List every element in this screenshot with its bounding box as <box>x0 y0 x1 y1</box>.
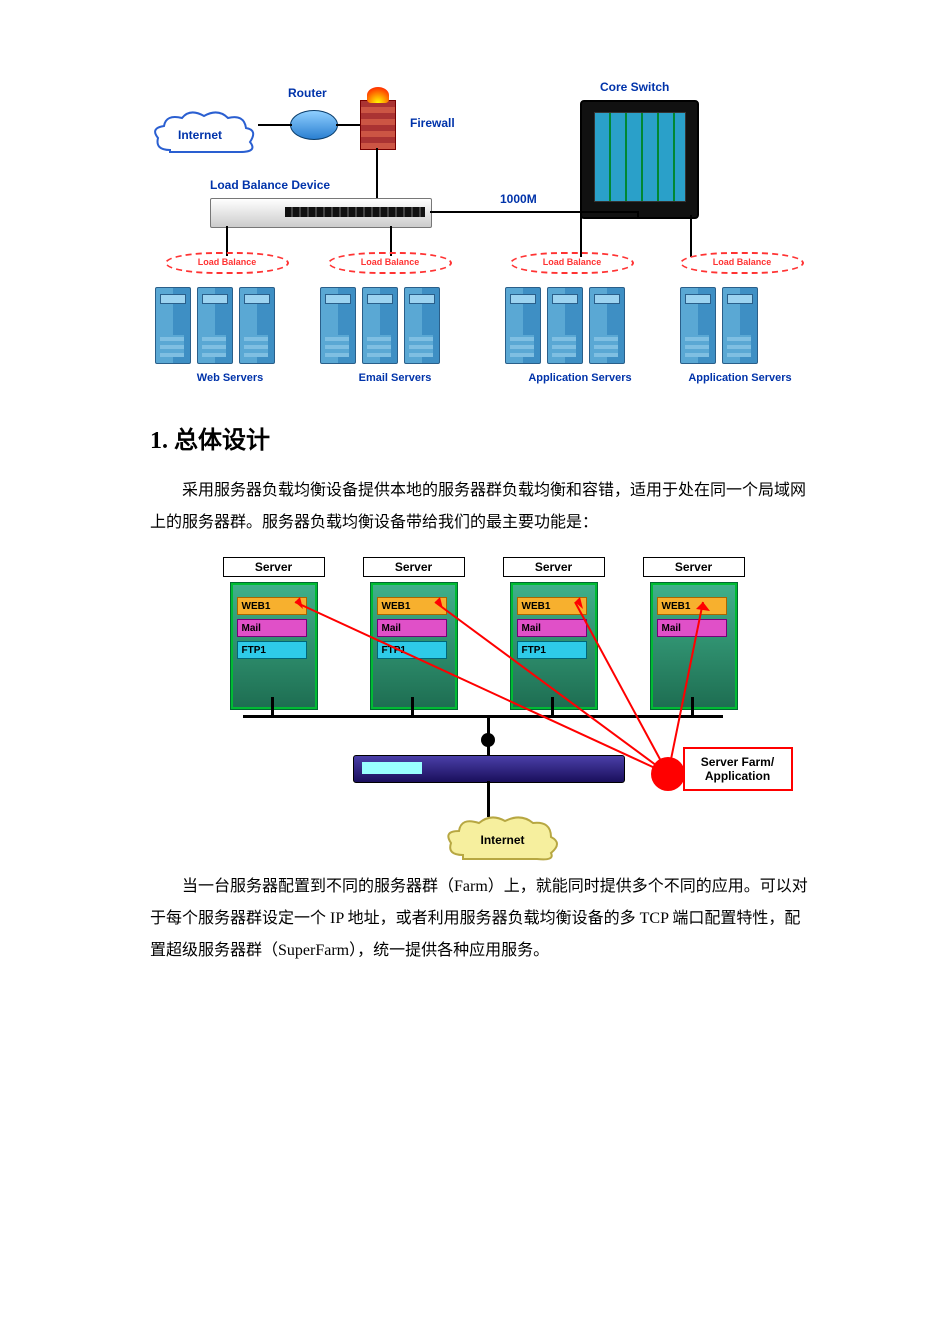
farm-hub-dot <box>651 757 685 791</box>
server-icon <box>589 287 625 364</box>
conn <box>376 148 378 198</box>
router-icon <box>290 110 338 140</box>
server-group: Web Servers <box>155 287 305 362</box>
internet-cloud: Internet <box>150 110 260 165</box>
server-icon <box>680 287 716 364</box>
internet-label: Internet <box>443 815 563 865</box>
document-page: Internet Router Firewall Load Balance De… <box>0 0 945 1337</box>
conn <box>258 124 292 126</box>
server-icon <box>155 287 191 364</box>
server-group: Application Servers <box>680 287 800 362</box>
server-icon <box>362 287 398 364</box>
core-switch-icon <box>580 100 699 219</box>
lb-badge: Load Balance <box>165 252 289 274</box>
conn <box>336 124 360 126</box>
conn <box>578 211 638 213</box>
network-topology-diagram: Internet Router Firewall Load Balance De… <box>150 80 850 390</box>
lb-device-label: Load Balance Device <box>210 178 330 192</box>
farm-label: Server Farm/ Application <box>701 755 774 783</box>
server-icon <box>197 287 233 364</box>
server-icon <box>239 287 275 364</box>
server-farm-diagram: Server WEB1 Mail FTP1 Server WEB1 Mail F… <box>203 547 763 867</box>
section-heading: 1. 总体设计 <box>150 420 815 455</box>
lb-badge: Load Balance <box>510 252 634 274</box>
lb-badge: Load Balance <box>328 252 452 274</box>
server-icon <box>547 287 583 364</box>
server-icon <box>722 287 758 364</box>
paragraph: 当一台服务器配置到不同的服务器群（Farm）上，就能同时提供多个不同的应用。可以… <box>150 871 815 967</box>
conn <box>430 211 580 213</box>
server-icon <box>505 287 541 364</box>
firewall-label: Firewall <box>410 116 455 130</box>
internet-label: Internet <box>178 128 222 142</box>
server-group: Application Servers <box>505 287 655 362</box>
internet-cloud: Internet <box>443 815 563 865</box>
server-icon <box>320 287 356 364</box>
group-caption: Application Servers <box>680 372 800 384</box>
conn <box>580 215 582 257</box>
farm-label-box: Server Farm/ Application <box>683 747 793 791</box>
server-group: Email Servers <box>320 287 470 362</box>
link-speed-label: 1000M <box>500 192 537 206</box>
lb-badge: Load Balance <box>680 252 804 274</box>
lb-device-icon <box>210 198 432 228</box>
group-caption: Email Servers <box>320 372 470 384</box>
core-switch-label: Core Switch <box>600 80 669 94</box>
paragraph: 采用服务器负载均衡设备提供本地的服务器群负载均衡和容错，适用于处在同一个局域网上… <box>150 475 815 539</box>
router-label: Router <box>288 86 327 100</box>
group-caption: Web Servers <box>155 372 305 384</box>
server-icon <box>404 287 440 364</box>
firewall-icon <box>360 100 396 150</box>
conn <box>690 215 692 257</box>
group-caption: Application Servers <box>505 372 655 384</box>
